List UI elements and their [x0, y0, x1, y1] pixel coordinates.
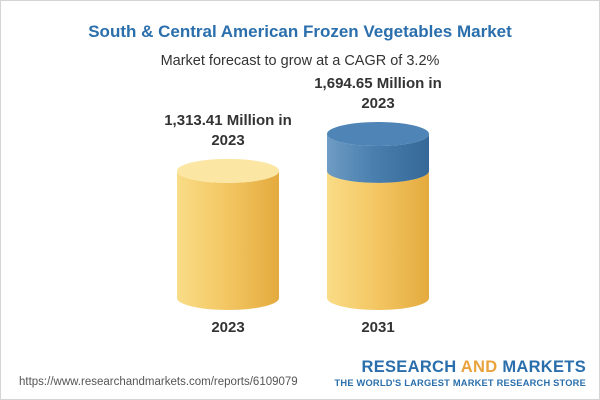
- chart-subtitle: Market forecast to grow at a CAGR of 3.2…: [160, 53, 440, 69]
- brand-logo: RESEARCH AND MARKETS THE WORLD'S LARGEST…: [335, 358, 586, 388]
- category-label-2031: 2031: [361, 319, 394, 336]
- value-label-2023: 1,313.41 Million in 2023: [164, 112, 292, 149]
- brand-word-markets: MARKETS: [502, 358, 586, 376]
- bar-2031-base-body: [327, 170, 429, 310]
- chart-title: South & Central American Frozen Vegetabl…: [88, 22, 512, 41]
- bar-2031-growth-body: [327, 134, 429, 183]
- brand-word-and: AND: [460, 358, 498, 376]
- source-url[interactable]: https://www.researchandmarkets.com/repor…: [19, 376, 298, 388]
- category-label-2023: 2023: [211, 319, 244, 336]
- brand-word-research: RESEARCH: [361, 358, 457, 376]
- bar-2023-body: [177, 170, 279, 310]
- brand-tagline: THE WORLD'S LARGEST MARKET RESEARCH STOR…: [334, 378, 586, 388]
- bar-2023-top: [177, 158, 279, 183]
- brand-name: RESEARCH AND MARKETS: [335, 358, 586, 377]
- value-label-2031: 1,694.65 Million in 2023: [314, 75, 442, 112]
- bar-2031-growth-top: [327, 122, 429, 146]
